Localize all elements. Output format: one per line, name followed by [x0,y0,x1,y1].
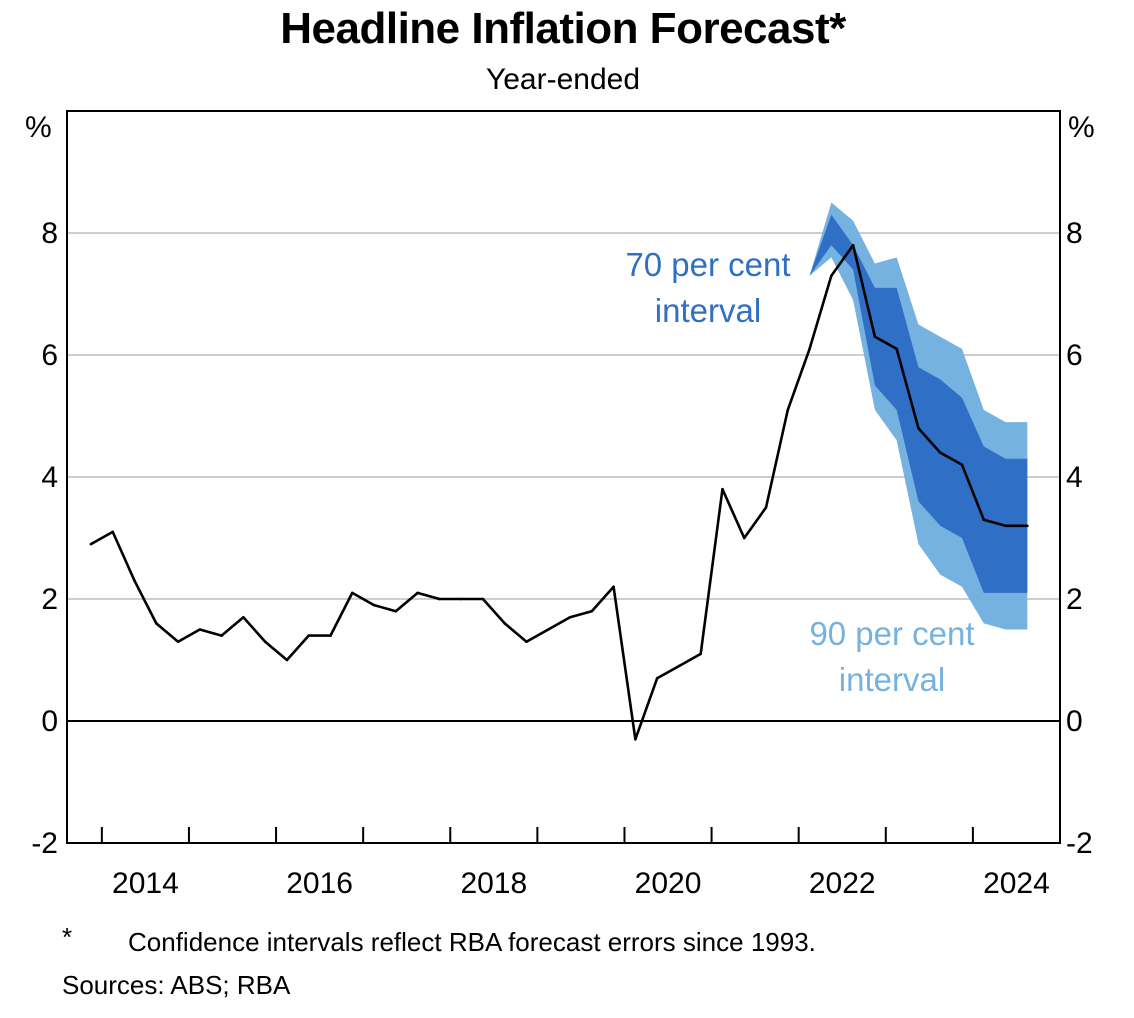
x-tick-label: 2020 [635,867,702,900]
data-point [895,347,898,351]
annotation-90-per-cent: 90 per cent [809,615,974,652]
data-point [1026,524,1029,528]
annotation-90-per-cent: interval [839,661,945,698]
data-point [394,609,398,613]
chart-title: Headline Inflation Forecast* [280,4,846,53]
data-point [481,597,485,601]
data-point [438,597,441,601]
data-point [154,622,158,625]
data-point [764,506,768,509]
annotation-70-per-cent: interval [655,292,761,329]
data-point [938,451,942,454]
data-point [873,335,877,339]
data-point [830,274,833,278]
data-point [285,658,289,662]
data-point [111,530,115,534]
data-point [612,585,615,589]
data-point [503,622,507,625]
y-tick-label-left: -2 [31,827,58,860]
data-point [263,640,267,643]
x-tick-label: 2024 [983,867,1050,900]
inflation-line [90,243,1028,741]
band-70-per-cent [809,214,1028,593]
chart-subtitle: Year-ended [485,63,641,96]
x-tick-label: 2022 [809,867,876,900]
y-tick-label-left: 2 [41,583,58,616]
y-tick-label-left: 4 [41,461,58,494]
data-point [416,591,419,595]
data-point [677,664,681,668]
data-point [721,487,724,491]
footnote-marker: * [62,922,73,952]
data-point [590,609,594,613]
annotation-70-per-cent: 70 per cent [625,246,790,283]
x-tick-label: 2016 [286,867,353,900]
data-point [655,677,659,680]
data-point [220,634,223,637]
data-point [982,518,986,521]
right-axis-unit: % [1068,111,1095,144]
data-point [459,597,463,601]
sources-text: Sources: ABS; RBA [62,970,291,1000]
plot-frame [66,110,1061,844]
x-tick-label: 2014 [112,867,179,900]
data-point [525,640,528,643]
data-point [198,628,202,631]
data-point [242,616,245,619]
data-point [329,634,332,637]
x-tick-label: 2018 [460,867,527,900]
data-point [568,616,572,619]
y-tick-label-right: 6 [1066,339,1083,372]
data-point [546,628,550,631]
data-point [176,640,180,643]
data-point [89,542,93,546]
y-tick-label-right: 4 [1066,461,1083,494]
y-tick-label-left: 6 [41,339,58,372]
data-point [917,426,920,430]
y-tick-label-left: 0 [41,705,58,738]
y-tick-label-right: 0 [1066,705,1083,738]
data-point [742,536,746,540]
data-point [133,579,136,582]
data-point [699,652,702,656]
data-point [307,634,311,637]
y-tick-label-right: -2 [1066,827,1093,860]
data-point [808,347,811,351]
data-point [634,738,637,741]
y-tick-label-right: 8 [1066,217,1083,250]
data-point [1004,524,1007,528]
footnote-text: Confidence intervals reflect RBA forecas… [128,927,816,957]
data-point [960,463,964,467]
y-tick-label-left: 8 [41,217,58,250]
data-point [350,591,354,595]
data-point [786,408,790,412]
data-point [372,603,376,607]
left-axis-unit: % [25,111,52,144]
data-point [851,243,855,247]
y-tick-label-right: 2 [1066,583,1083,616]
